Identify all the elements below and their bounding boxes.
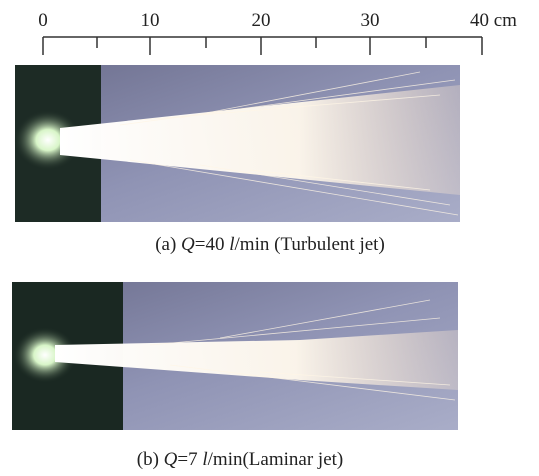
scale-label: 30	[361, 10, 380, 31]
caption-part: (a)	[155, 234, 181, 255]
scale-label: 20	[252, 10, 271, 31]
caption: (a) Q=40 l/min (Turbulent jet)	[155, 234, 385, 255]
caption-part: /min (Turbulent jet)	[235, 234, 385, 255]
caption-part: Q	[164, 449, 178, 470]
figure: 0 10 20 30 40 cm (a) Q=40 l/min (Turbule…	[0, 0, 539, 476]
caption-part: =40	[195, 234, 229, 255]
scale-label: 10	[141, 10, 160, 31]
caption-part: (b)	[137, 449, 164, 470]
photo-a	[14, 65, 460, 222]
scale-label: 40 cm	[470, 10, 517, 31]
caption: (b) Q=7 l/min(Laminar jet)	[137, 449, 343, 470]
caption-part: /min(Laminar jet)	[208, 449, 344, 470]
photo-b	[12, 282, 458, 430]
caption-part: Q	[181, 234, 195, 255]
scale-label: 0	[38, 10, 48, 31]
caption-part: =7	[177, 449, 202, 470]
scale-ruler	[43, 37, 482, 55]
